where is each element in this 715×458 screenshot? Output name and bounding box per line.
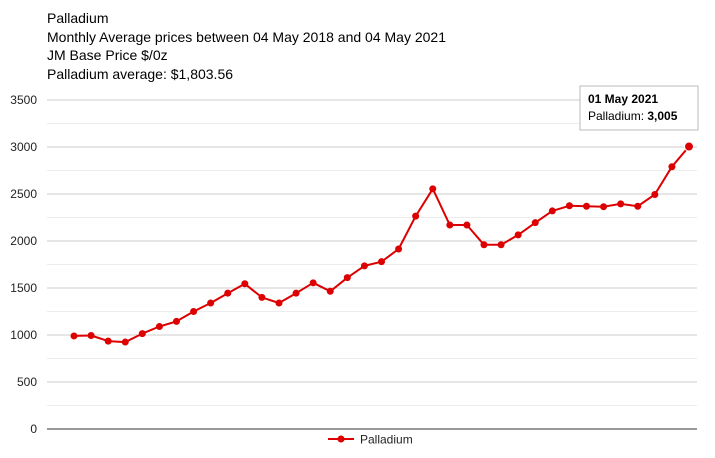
data-point[interactable] [412, 212, 420, 220]
data-point[interactable] [617, 200, 625, 208]
y-tick-label: 1500 [10, 281, 37, 295]
data-point[interactable] [668, 163, 676, 171]
data-point[interactable] [378, 258, 385, 266]
data-point[interactable] [395, 245, 403, 253]
y-tick-label: 3500 [10, 93, 37, 107]
data-point[interactable] [531, 219, 539, 227]
y-tick-label: 3000 [10, 140, 37, 154]
legend-label: Palladium [360, 433, 413, 447]
data-point[interactable] [634, 202, 642, 210]
data-point[interactable] [173, 317, 180, 325]
tooltip-value: Palladium: 3,005 [588, 109, 678, 123]
data-point[interactable] [429, 185, 437, 193]
chart-subtitle: Monthly Average prices between 04 May 20… [47, 28, 446, 45]
y-tick-label: 0 [30, 422, 37, 436]
data-point[interactable] [155, 323, 163, 331]
data-point[interactable] [583, 202, 590, 210]
tooltip-series-label: Palladium: [588, 109, 647, 123]
data-point[interactable] [360, 262, 368, 270]
y-axis: 0 500 1000 1500 2000 2500 3000 3500 [10, 93, 37, 436]
data-point[interactable] [207, 299, 215, 307]
data-point[interactable] [190, 308, 198, 315]
data-point[interactable] [548, 207, 556, 215]
data-point[interactable] [292, 289, 300, 297]
data-point[interactable] [309, 279, 317, 287]
data-point[interactable] [446, 221, 454, 229]
average-label: Palladium average: $1,803.56 [47, 65, 234, 82]
tooltip-date: 01 May 2021 [588, 92, 658, 106]
data-point[interactable] [600, 203, 608, 211]
series-palladium [70, 141, 694, 346]
unit-label: JM Base Price $/0z [47, 47, 168, 63]
data-point[interactable] [87, 331, 95, 339]
data-point[interactable] [326, 287, 334, 295]
series-line [73, 145, 690, 344]
data-point[interactable] [497, 241, 505, 249]
data-point[interactable] [684, 141, 694, 152]
data-point[interactable] [514, 231, 522, 239]
tooltip-box [579, 85, 699, 131]
y-tick-label: 2000 [10, 234, 37, 248]
tooltip-value-number: 3,005 [647, 109, 677, 123]
grid-lines [47, 99, 697, 406]
data-point[interactable] [241, 280, 249, 288]
data-point[interactable] [224, 289, 232, 297]
data-point[interactable] [565, 202, 573, 210]
data-point[interactable] [104, 337, 112, 345]
chart-title: Palladium [47, 10, 109, 26]
y-tick-label: 2500 [10, 187, 37, 201]
data-point[interactable] [480, 241, 488, 249]
data-point[interactable] [70, 332, 78, 340]
data-point[interactable] [651, 190, 659, 198]
data-point[interactable] [138, 330, 146, 338]
data-point[interactable] [121, 338, 129, 346]
data-point[interactable] [275, 299, 283, 307]
data-point[interactable] [258, 293, 266, 301]
y-tick-label: 1000 [10, 328, 37, 342]
data-point[interactable] [463, 221, 471, 229]
y-tick-label: 500 [17, 375, 37, 389]
chart-titles: Palladium Monthly Average prices between… [47, 9, 446, 83]
tooltip: 01 May 2021 Palladium: 3,005 [579, 85, 699, 131]
legend-marker [337, 435, 345, 443]
data-point[interactable] [343, 274, 351, 282]
legend[interactable]: Palladium [328, 433, 413, 447]
